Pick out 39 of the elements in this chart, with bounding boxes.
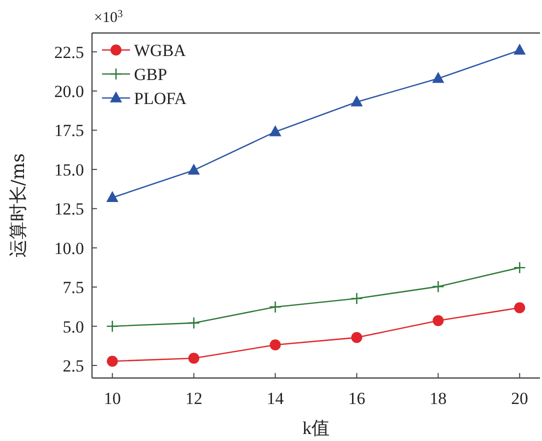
- x-axis-title: k值: [302, 418, 330, 438]
- point: [432, 280, 444, 293]
- text: ×10$^{3}$: [94, 8, 123, 26]
- point: [432, 72, 444, 83]
- point: [188, 164, 200, 175]
- y-tick-label: 5.0: [62, 317, 84, 336]
- legend-label: WGBA: [134, 41, 187, 60]
- point: [106, 356, 118, 367]
- point: [188, 352, 200, 364]
- point: [351, 332, 362, 344]
- point: [513, 261, 526, 274]
- point: [188, 316, 200, 330]
- y-tick-label: 12.5: [54, 200, 84, 219]
- x-tick-label: 10: [104, 389, 121, 408]
- x-tick-label: 14: [266, 389, 284, 408]
- y-tick-label: 20.0: [54, 82, 84, 102]
- legend-label: GBP: [134, 65, 168, 84]
- x-tick-label: 18: [430, 389, 447, 408]
- x-tick-label: 12: [185, 389, 202, 408]
- point: [106, 191, 118, 202]
- point: [270, 339, 281, 350]
- y-tick-label: 2.5: [62, 356, 84, 376]
- point: [106, 320, 119, 332]
- legend-label: PLOFA: [134, 89, 188, 108]
- y-axis-title: 运算时长/ms: [8, 153, 29, 258]
- point: [350, 95, 363, 106]
- point: [432, 315, 444, 326]
- point: [514, 44, 526, 55]
- y-tick-label: 7.5: [62, 278, 84, 298]
- point: [269, 125, 282, 136]
- y-tick-label: 10.0: [54, 238, 84, 258]
- x-tick-label: 16: [348, 389, 366, 408]
- y-tick-label: 15.0: [54, 160, 84, 180]
- point: [350, 292, 363, 305]
- y-tick-label: 22.5: [54, 42, 84, 62]
- point: [514, 302, 526, 314]
- point: [269, 300, 282, 314]
- y-tick-label: 17.5: [54, 121, 84, 140]
- x-tick-label: 20: [511, 389, 528, 408]
